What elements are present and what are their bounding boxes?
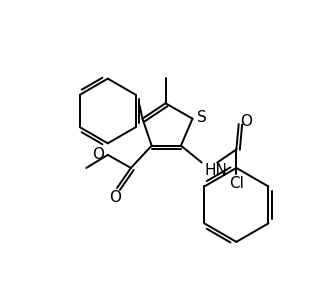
- Text: O: O: [241, 114, 252, 129]
- Text: O: O: [110, 190, 122, 205]
- Text: O: O: [93, 147, 105, 162]
- Text: HN: HN: [204, 163, 227, 178]
- Text: Cl: Cl: [229, 176, 244, 191]
- Text: S: S: [197, 110, 207, 125]
